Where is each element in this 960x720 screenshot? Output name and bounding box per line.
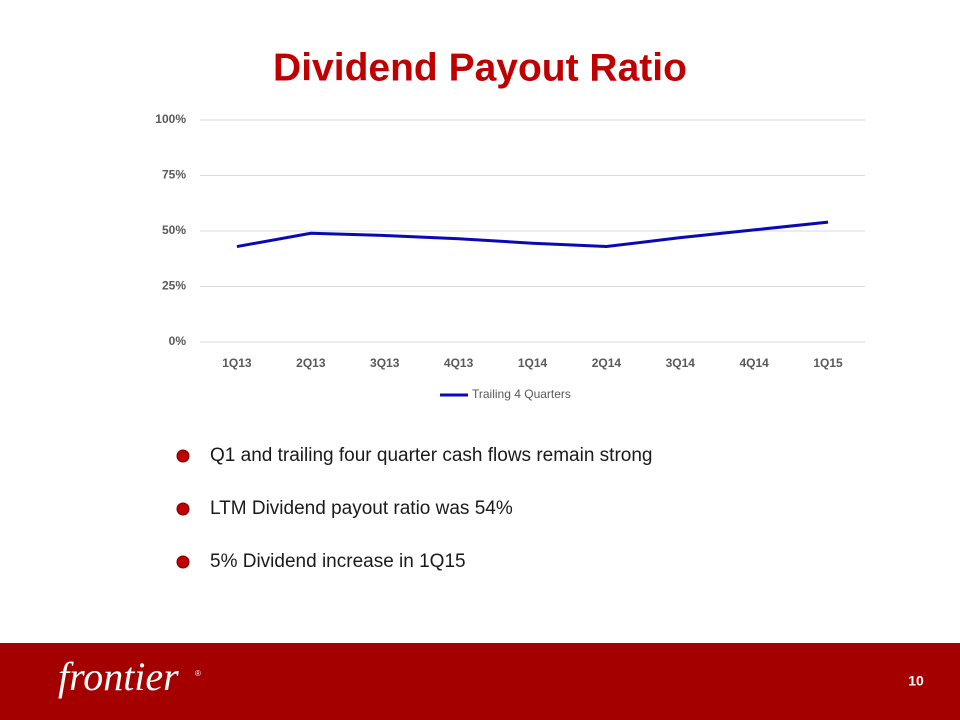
x-tick-label: 1Q15 [813,356,843,370]
x-tick-label: 4Q13 [444,356,474,370]
bullet-text: 5% Dividend increase in 1Q15 [210,551,466,572]
bullet-text: LTM Dividend payout ratio was 54% [210,498,513,519]
x-tick-label: 1Q14 [518,356,548,370]
page-number: 10 [908,673,924,689]
y-tick-label: 100% [155,112,186,126]
x-tick-label: 3Q14 [666,356,696,370]
footer-band [0,643,960,720]
legend-label: Trailing 4 Quarters [472,387,571,401]
registered-mark: ® [195,669,201,678]
y-tick-label: 25% [162,279,186,293]
x-tick-label: 2Q13 [296,356,326,370]
bullet-dot [176,555,190,569]
x-tick-label: 1Q13 [222,356,252,370]
y-tick-label: 0% [169,334,187,348]
x-tick-label: 4Q14 [739,356,769,370]
bullet-dot [176,449,190,463]
x-tick-label: 2Q14 [592,356,622,370]
y-tick-label: 50% [162,223,186,237]
y-tick-label: 75% [162,168,186,182]
series-line [236,220,829,249]
logo: frontier [58,654,179,699]
bullet-dot [176,502,190,516]
x-tick-label: 3Q13 [370,356,400,370]
bullet-text: Q1 and trailing four quarter cash flows … [210,445,653,466]
chart-title: Dividend Payout Ratio [273,46,687,89]
